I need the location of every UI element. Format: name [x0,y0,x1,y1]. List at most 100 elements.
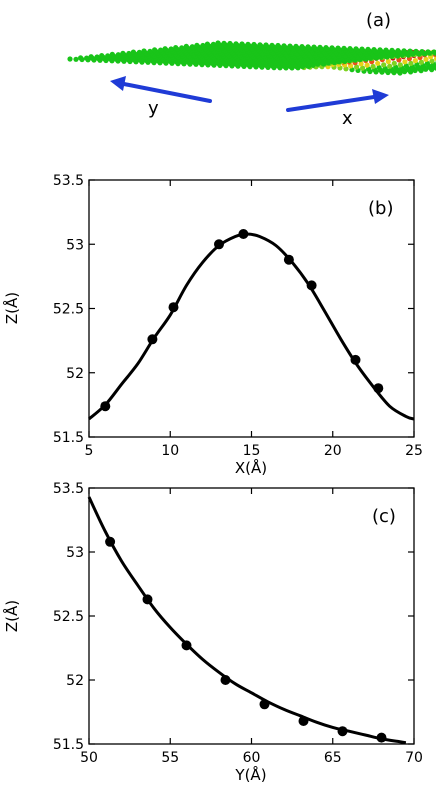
data-point [373,383,384,394]
panel-a-label: (a) [366,10,391,31]
data-point [337,726,348,737]
atom [141,48,147,54]
atom [381,62,387,68]
plot-frame-b [88,179,415,438]
x-tick-label: 60 [243,750,261,766]
atom [275,42,281,49]
y-tick-label: 52 [66,673,84,689]
atom [425,49,431,55]
x-axis-label-c: Y(Å) [234,765,266,784]
x-tick-label: 65 [324,750,342,766]
atom [431,49,436,55]
atom [281,43,287,49]
atom [136,49,142,56]
atom [419,49,425,55]
atom [189,44,195,50]
atom [401,48,407,54]
atom [413,48,419,55]
atom [168,46,174,52]
data-point [181,640,192,651]
data-point [105,536,116,547]
atom [299,44,305,50]
atom [162,46,168,52]
atom [317,44,323,50]
atom [403,63,409,69]
atom [341,45,347,51]
atom [353,46,359,52]
atom [130,49,136,55]
x-tick-label: 20 [324,443,342,459]
ticks-c: 50 55 60 65 70 51.5 52 52.5 53 53.5 [53,481,423,766]
data-point [306,280,317,291]
atom [407,48,413,54]
atom [245,41,251,47]
atom [115,52,121,58]
ticks-b: 5 10 15 20 25 51.5 52 52.5 53 53.5 [53,173,423,459]
atom [414,62,420,68]
fit-curve-c [87,496,407,745]
atom [347,46,353,52]
atom [360,65,366,71]
data-point [220,675,231,685]
atom [329,45,335,51]
x-tick-label: 25 [405,443,423,459]
atom [215,40,221,46]
atom [94,54,100,60]
y-tick-label: 53 [66,545,84,561]
y-arrow-label: y [148,98,159,119]
atom [424,60,430,67]
y-axis-label-c: Z(Å) [2,600,21,632]
atom [365,46,371,53]
x-arrow-label: x [342,108,353,129]
panel-a-illustration: y x (a) [67,10,436,129]
data-point [376,732,387,743]
fit-curve-b [88,232,415,421]
atom [263,42,269,48]
atom [323,45,329,51]
x-direction-arrow [286,89,389,112]
atom [391,60,397,66]
atom [371,47,377,53]
atom [423,56,429,63]
atom [370,63,376,70]
atom [343,66,349,72]
atom [348,63,354,69]
y-tick-label: 51.5 [53,430,84,446]
atom [354,64,360,70]
atom-sheet [67,40,436,76]
atom [99,53,105,59]
atom [251,41,257,48]
data-points-c [105,536,387,743]
atom [158,47,164,53]
atom [67,56,73,62]
data-point [147,334,158,345]
atom [412,58,418,64]
x-tick-label: 70 [405,750,423,766]
atom [305,44,311,50]
chart-panel-b: 5 10 15 20 25 51.5 52 52.5 53 53.5 (b) X(Å) Z(Å) [2,173,423,477]
panel-b-label: (b) [368,198,393,219]
y-direction-arrow [110,76,212,103]
y-axis-label-b: Z(Å) [2,292,21,324]
atom [408,60,414,66]
data-point [100,401,111,412]
atom [375,60,381,66]
atom [257,42,263,48]
y-tick-label: 52.5 [53,302,84,318]
atom [126,50,132,57]
atom [429,58,435,64]
y-tick-label: 53.5 [53,481,84,497]
panel-c-label: (c) [372,506,396,527]
atom [147,48,153,54]
y-tick-label: 51.5 [53,737,84,753]
atom [287,43,293,49]
atom [402,59,408,65]
atom [239,41,245,47]
data-points-b [100,229,384,412]
y-tick-label: 53.5 [53,173,84,189]
atom [387,63,393,69]
plot-frame-c [88,487,415,745]
atom [221,40,227,46]
atom [109,51,115,58]
atom [359,46,365,52]
